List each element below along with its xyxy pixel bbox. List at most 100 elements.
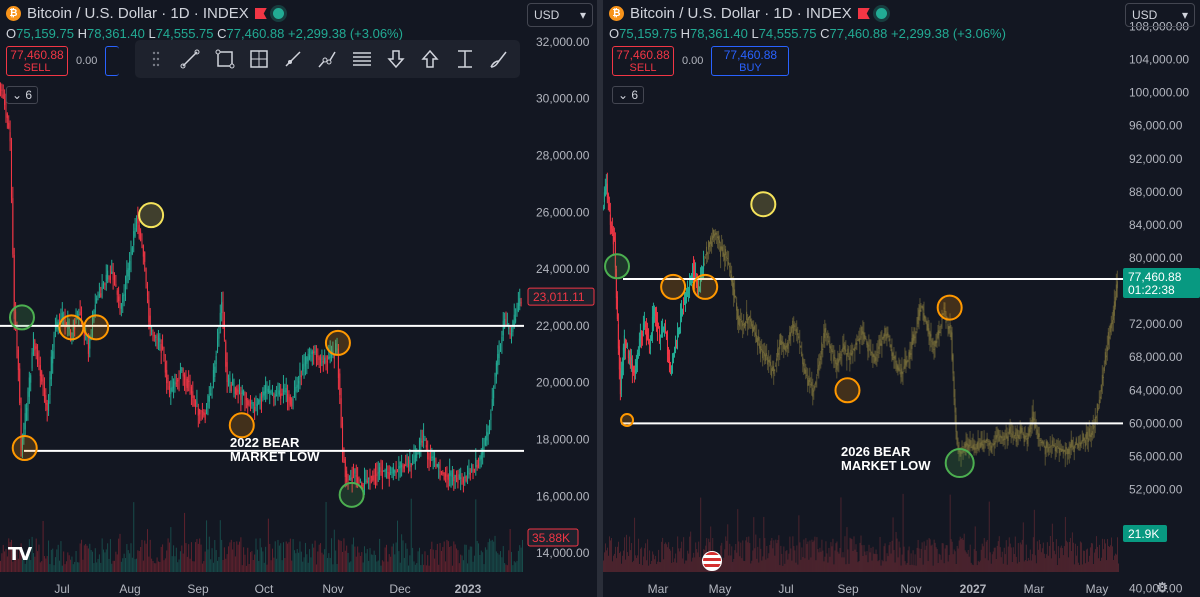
volume-bar <box>373 550 375 572</box>
volume-bar <box>915 565 917 572</box>
candle-body <box>920 309 922 312</box>
volume-bar <box>741 558 743 572</box>
candle-body <box>1080 442 1082 445</box>
candle-body <box>383 470 385 472</box>
volume-bar <box>74 561 76 572</box>
flag-icon[interactable] <box>857 8 870 19</box>
candle-body <box>177 379 179 382</box>
candle-body <box>919 305 921 316</box>
left-symbol-title[interactable]: Bitcoin / U.S. Dollar · 1D · INDEX <box>27 5 249 22</box>
right-chart-panel[interactable]: 40,000.00 52,000.00 56,000.00 60,000.00 64,0… <box>603 0 1200 597</box>
volume-bar <box>234 556 236 572</box>
volume-bar <box>750 563 752 572</box>
parallel-lines-icon[interactable] <box>349 46 375 72</box>
volume-bar <box>133 502 135 572</box>
crosshair-box-icon[interactable] <box>246 46 272 72</box>
left-sell-button[interactable]: 77,460.88 SELL <box>6 46 68 76</box>
trend-line-icon[interactable] <box>177 46 203 72</box>
candle-body <box>225 341 227 367</box>
candle-body <box>212 369 214 384</box>
drag-handle-icon[interactable] <box>143 46 169 72</box>
volume-bar <box>760 548 762 572</box>
candle-body <box>372 475 374 481</box>
right-sell-button[interactable]: 77,460.88 SELL <box>612 46 674 76</box>
right-buy-button[interactable]: 77,460.88 BUY <box>711 46 790 76</box>
candle-body <box>697 282 699 285</box>
candle-body <box>669 365 671 367</box>
candle-body <box>394 470 396 473</box>
candle-body <box>445 473 447 477</box>
volume-bar <box>966 553 968 572</box>
candle-body <box>52 351 54 364</box>
candle-body <box>184 375 186 381</box>
tradingview-logo[interactable]: TV <box>8 544 32 565</box>
volume-bar <box>141 539 143 572</box>
left-indicators-toggle[interactable]: ⌄ 6 <box>6 86 39 104</box>
volume-bar <box>32 553 34 572</box>
right-symbol-header[interactable]: ₿ Bitcoin / U.S. Dollar · 1D · INDEX <box>609 5 887 22</box>
left-chart-canvas[interactable]: 14,000.0016,000.0018,000.0020,000.0022,0… <box>0 0 597 597</box>
volume-bar <box>322 554 324 572</box>
candle-body <box>1035 425 1037 427</box>
volume-bar <box>105 549 107 572</box>
left-chart-panel[interactable]: 14,000.00 16,000.00 18,000.00 20,000.00 22,0… <box>0 0 597 597</box>
volume-bar <box>956 545 958 572</box>
measure-icon[interactable] <box>452 46 478 72</box>
arrow-down-icon[interactable] <box>383 46 409 72</box>
candle-body <box>811 382 813 387</box>
volume-bar <box>37 551 39 572</box>
candle-body <box>778 353 780 355</box>
volume-bar <box>924 549 926 572</box>
volume-bar <box>1018 561 1020 572</box>
candle-body <box>631 363 633 372</box>
volume-bar <box>333 529 335 572</box>
volume-bar <box>934 542 936 572</box>
right-currency-select[interactable]: USD ▾ <box>1125 3 1195 27</box>
volume-bar <box>2 544 4 572</box>
arrow-up-icon[interactable] <box>417 46 443 72</box>
left-trade-panel: 77,460.88 SELL 0.00 <box>6 46 120 76</box>
right-indicators-toggle[interactable]: ⌄ 6 <box>612 86 645 104</box>
volume-bar <box>4 551 6 572</box>
left-buy-button[interactable] <box>105 46 120 76</box>
panel-divider[interactable] <box>597 0 603 597</box>
volume-bar <box>442 547 444 572</box>
flag-icon[interactable] <box>254 8 267 19</box>
candle-body <box>273 395 275 399</box>
volume-bar <box>814 536 816 572</box>
us-flag-event-icon[interactable] <box>702 551 722 571</box>
ray-icon[interactable] <box>280 46 306 72</box>
candle-body <box>901 368 903 374</box>
volume-bar <box>660 562 662 572</box>
candle-body <box>812 388 814 397</box>
left-currency-select[interactable]: USD ▾ <box>527 3 593 27</box>
left-symbol-header[interactable]: ₿ Bitcoin / U.S. Dollar · 1D · INDEX <box>6 5 284 22</box>
candle-body <box>515 318 517 322</box>
volume-bar <box>199 538 201 572</box>
path-icon[interactable] <box>314 46 340 72</box>
right-quantity[interactable]: 0.00 <box>682 55 704 67</box>
volume-bar <box>233 542 235 572</box>
candle-body <box>612 233 614 245</box>
volume-bar <box>131 557 133 572</box>
rectangle-icon[interactable] <box>212 46 238 72</box>
left-quantity[interactable]: 0.00 <box>76 55 98 67</box>
right-symbol-title[interactable]: Bitcoin / U.S. Dollar · 1D · INDEX <box>630 5 852 22</box>
volume-bar <box>616 558 618 572</box>
volume-bar <box>71 556 73 572</box>
y-tick-label: 40,000.00 <box>1129 582 1183 596</box>
volume-bar <box>23 552 25 572</box>
candle-body <box>484 436 486 446</box>
volume-bar <box>42 520 44 572</box>
candle-body <box>299 368 301 380</box>
volume-bar <box>856 552 858 572</box>
settings-gear-icon[interactable]: ⚙ <box>1156 579 1169 595</box>
candle-body <box>673 352 675 358</box>
volume-bar <box>659 561 661 572</box>
candle-body <box>699 287 701 292</box>
candle-body <box>685 301 687 303</box>
brush-icon[interactable] <box>486 46 512 72</box>
volume-bar <box>680 548 682 572</box>
volume-bar <box>449 546 451 572</box>
right-chart-canvas[interactable]: 40,000.0052,000.0056,000.0060,000.0064,0… <box>603 0 1200 597</box>
